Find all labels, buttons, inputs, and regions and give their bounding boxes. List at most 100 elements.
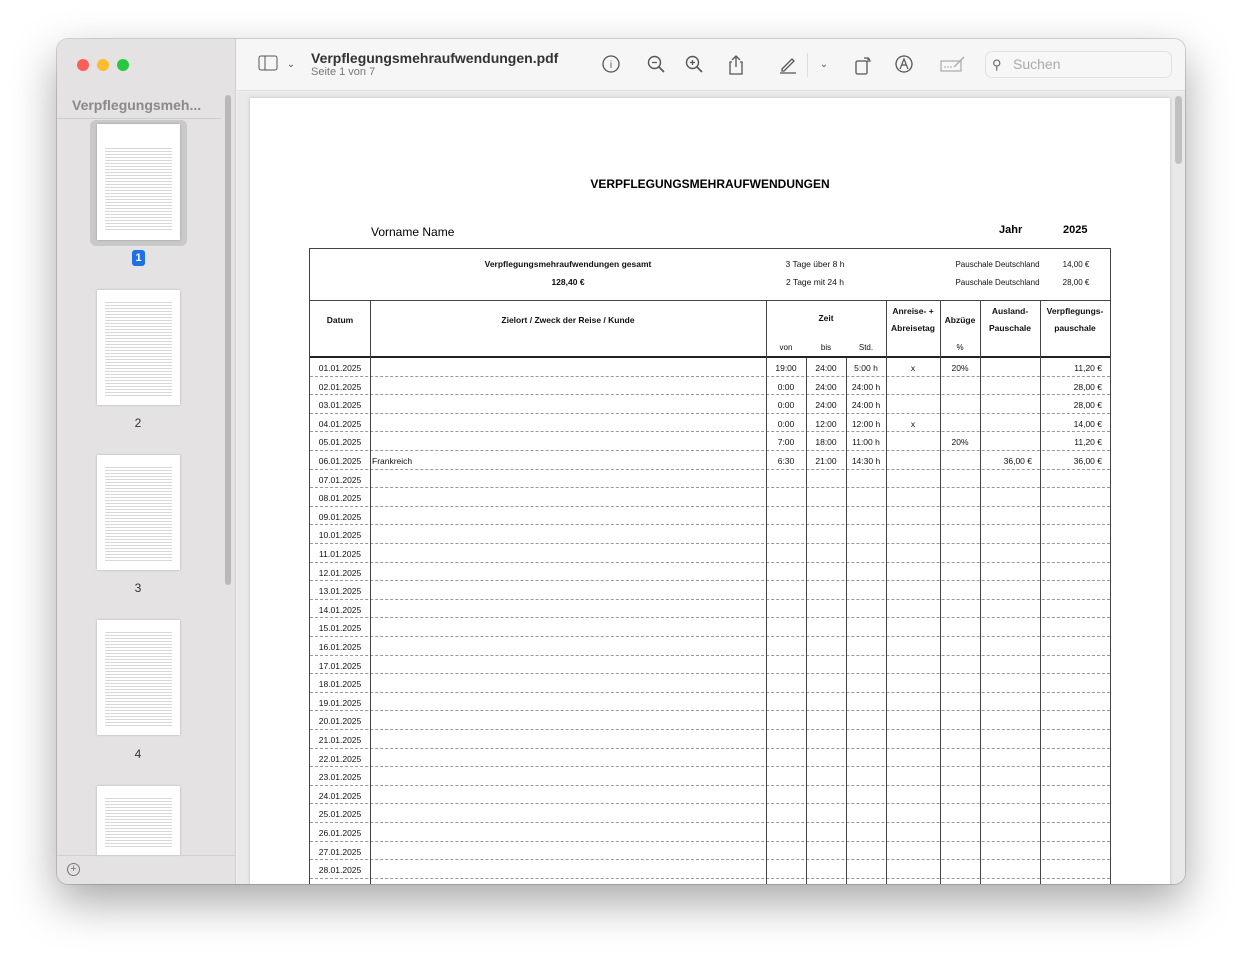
table-cell: 24.01.2025 (318, 790, 362, 801)
thumbnail-page-3[interactable] (97, 455, 180, 570)
close-button[interactable] (77, 59, 89, 71)
page-label-4: 4 (134, 747, 142, 761)
table-cell: 14:30 h (851, 456, 881, 466)
header-von: von (779, 343, 793, 352)
table-cell: 0:00 (777, 381, 795, 392)
svg-text:i: i (610, 60, 612, 71)
header-zielort: Zielort / Zweck der Reise / Kunde (501, 315, 635, 325)
pdf-page: VERPFLEGUNGSMEHRAUFWENDUNGEN Vorname Nam… (250, 98, 1170, 884)
share-icon[interactable] (726, 55, 746, 75)
sidebar-scrollbar[interactable] (225, 95, 231, 585)
thumbnail-page-5[interactable] (97, 786, 180, 855)
minimize-button[interactable] (97, 59, 109, 71)
table-cell: 14.01.2025 (318, 604, 362, 615)
signature-icon[interactable] (940, 55, 966, 75)
table-cell: 11.01.2025 (319, 549, 361, 559)
header-abzuege: Abzüge (944, 315, 976, 325)
expense-table: Verpflegungsmehraufwendungen gesamt 128,… (309, 248, 1111, 884)
zoom-button[interactable] (117, 59, 129, 71)
table-cell: 7:00 (777, 437, 795, 448)
table-cell: 18.01.2025 (318, 679, 362, 690)
table-cell: 11:00 h (852, 437, 880, 448)
table-cell: 24:00 (815, 381, 837, 392)
table-cell: 20.01.2025 (318, 716, 362, 727)
pauschale-1-value: 14,00 € (1062, 260, 1090, 269)
table-row: 10.01.2025 (310, 525, 1110, 544)
thumbnail-page-2[interactable] (97, 290, 180, 405)
table-row: 05.01.2025 7:00 18:00 11:00 h 20% 11,20 € (310, 432, 1110, 451)
markup-circle-icon[interactable] (894, 55, 914, 75)
table-cell: 19.01.2025 (318, 697, 362, 708)
header-anreise: Anreise- + (892, 306, 934, 316)
table-row: 02.01.2025 0:00 24:00 24:00 h 28,00 € (310, 377, 1110, 396)
zoom-out-icon[interactable] (646, 55, 666, 75)
search-input[interactable]: ⚲ Suchen (985, 51, 1172, 78)
column-divider (1040, 301, 1041, 884)
thumbnail-page-4[interactable] (97, 620, 180, 735)
table-row: 27.01.2025 (310, 842, 1110, 861)
table-cell: 01.01.2025 (318, 363, 362, 373)
header-verpf-2: pauschale (1054, 323, 1096, 333)
sidebar-title: Verpflegungsmeh... (72, 97, 202, 113)
column-divider (886, 301, 887, 884)
table-cell: 17.01.2025 (318, 660, 362, 671)
thumbnail-page-1[interactable] (97, 124, 180, 240)
table-cell: 24:00 h (851, 400, 881, 411)
header-datum: Datum (326, 315, 354, 325)
table-cell: 28.01.2025 (318, 865, 362, 876)
sidebar-toggle-icon[interactable] (257, 55, 279, 75)
table-cell: 06.01.2025 (318, 456, 362, 466)
table-cell: 12.01.2025 (318, 567, 362, 578)
column-divider (766, 301, 767, 884)
table-cell: x (910, 418, 916, 429)
table-row: 19.01.2025 (310, 693, 1110, 712)
table-cell: 24:00 h (851, 381, 881, 392)
header-prozent: % (956, 343, 964, 352)
column-divider (980, 301, 981, 884)
table-cell: 14,00 € (1073, 418, 1102, 429)
table-cell: 13.01.2025 (318, 586, 362, 597)
table-row: 07.01.2025 (310, 470, 1110, 489)
pauschale-2-label: Pauschale Deutschland (955, 278, 1040, 287)
sidebar-footer: + (57, 855, 236, 884)
table-row: 25.01.2025 (310, 804, 1110, 823)
table-cell: 0:00 (777, 400, 795, 411)
table-row: 20.01.2025 (310, 711, 1110, 730)
document-title: Verpflegungsmehraufwendungen.pdf (311, 50, 559, 66)
table-row: 22.01.2025 (310, 749, 1110, 768)
toolbar: ⌄ Verpflegungsmehraufwendungen.pdf Seite… (237, 39, 1185, 91)
table-row: 12.01.2025 (310, 563, 1110, 582)
table-cell: 24:00 (815, 400, 837, 411)
add-icon[interactable]: + (67, 863, 80, 876)
table-cell: 12:00 h (851, 418, 881, 429)
info-icon[interactable]: i (601, 55, 621, 75)
table-cell: 5:00 h (854, 363, 878, 373)
chevron-down-icon[interactable]: ⌄ (286, 59, 296, 70)
table-row: 09.01.2025 (310, 507, 1110, 526)
table-cell: 15.01.2025 (318, 623, 362, 634)
search-icon: ⚲ (992, 57, 1002, 72)
preview-window: Verpflegungsmeh... 1 2 3 4 + ⌄ Verpflegu… (57, 39, 1185, 884)
table-row: 14.01.2025 (310, 600, 1110, 619)
table-row: 28.01.2025 (310, 860, 1110, 879)
markup-pen-icon[interactable] (778, 55, 798, 75)
table-cell: 08.01.2025 (318, 493, 362, 504)
document-scrollbar[interactable] (1175, 96, 1182, 164)
header-ausland-1: Ausland- (991, 306, 1029, 316)
table-cell: 21:00 (815, 456, 837, 466)
table-row: 17.01.2025 (310, 656, 1110, 675)
rotate-icon[interactable] (853, 55, 873, 75)
column-divider (370, 301, 371, 884)
table-cell: 09.01.2025 (318, 511, 362, 522)
table-row: 06.01.2025 Frankreich 6:30 21:00 14:30 h 36,0… (310, 451, 1110, 470)
zoom-in-icon[interactable] (684, 55, 704, 75)
header-ausland-2: Pauschale (988, 323, 1032, 333)
table-row: 23.01.2025 (310, 767, 1110, 786)
table-cell: 18:00 (815, 437, 837, 448)
chevron-down-icon[interactable]: ⌄ (819, 59, 829, 70)
document-view: VERPFLEGUNGSMEHRAUFWENDUNGEN Vorname Nam… (237, 92, 1185, 884)
table-cell: 36,00 € (1003, 456, 1032, 466)
table-cell: 11,20 € (1074, 363, 1102, 373)
table-cell: 02.01.2025 (318, 381, 362, 392)
table-cell: 28,00 € (1073, 381, 1102, 392)
